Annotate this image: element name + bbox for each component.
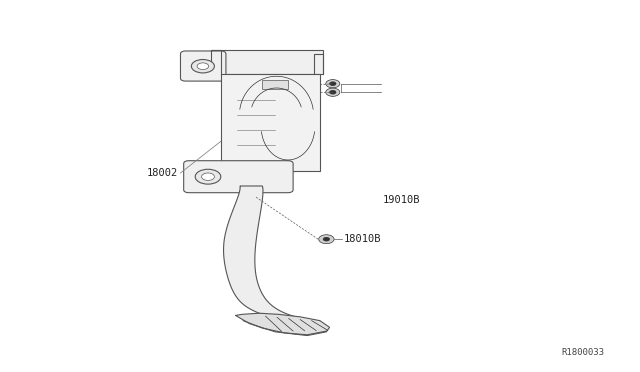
Circle shape [191, 60, 214, 73]
Circle shape [195, 169, 221, 184]
FancyBboxPatch shape [180, 51, 226, 81]
Circle shape [330, 82, 336, 86]
Bar [262, 80, 288, 89]
Circle shape [319, 235, 334, 244]
Circle shape [323, 237, 330, 241]
Circle shape [330, 90, 336, 94]
Circle shape [326, 80, 340, 88]
FancyBboxPatch shape [184, 161, 293, 193]
Text: 19010B: 19010B [383, 195, 420, 205]
Circle shape [197, 63, 209, 70]
Circle shape [202, 173, 214, 180]
Bar [221, 74, 320, 171]
Text: 18002: 18002 [147, 168, 178, 178]
Polygon shape [236, 313, 330, 336]
Text: 18010B: 18010B [344, 234, 381, 244]
FancyBboxPatch shape [211, 50, 323, 74]
Polygon shape [223, 186, 304, 320]
Text: R1800033: R1800033 [562, 348, 605, 357]
Circle shape [326, 88, 340, 96]
